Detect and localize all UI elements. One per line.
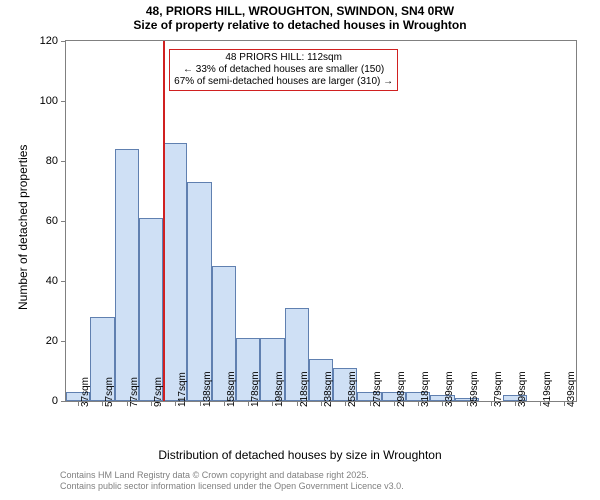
chart-title-line2: Size of property relative to detached ho…	[0, 18, 600, 32]
footer-line2: Contains public sector information licen…	[60, 481, 404, 492]
chart-container: 48, PRIORS HILL, WROUGHTON, SWINDON, SN4…	[0, 0, 600, 500]
y-axis-label: Number of detached properties	[16, 145, 30, 310]
y-tick-label: 0	[52, 395, 58, 407]
histogram-bar	[115, 149, 139, 401]
property-marker-line	[163, 41, 165, 401]
footer-attribution: Contains HM Land Registry data © Crown c…	[60, 470, 404, 492]
x-tick-label: 419sqm	[542, 371, 553, 407]
x-tick	[467, 401, 468, 406]
x-tick-label: 439sqm	[566, 371, 577, 407]
y-tick	[61, 401, 66, 402]
y-tick	[61, 101, 66, 102]
y-tick-label: 80	[46, 155, 58, 167]
x-tick-label: 379sqm	[493, 371, 504, 407]
x-tick	[224, 401, 225, 406]
x-tick	[321, 401, 322, 406]
x-tick	[151, 401, 152, 406]
x-tick	[370, 401, 371, 406]
x-axis-label: Distribution of detached houses by size …	[0, 448, 600, 462]
histogram-bar	[163, 143, 187, 401]
plot-area: 02040608010012037sqm57sqm77sqm97sqm117sq…	[65, 40, 577, 402]
x-tick-label: 339sqm	[444, 371, 455, 407]
y-tick	[61, 341, 66, 342]
annotation-line: 67% of semi-detached houses are larger (…	[174, 76, 393, 88]
x-tick	[200, 401, 201, 406]
x-tick	[418, 401, 419, 406]
histogram-bar	[139, 218, 163, 401]
x-tick	[127, 401, 128, 406]
x-tick-label: 298sqm	[396, 371, 407, 407]
y-tick-label: 120	[40, 35, 58, 47]
x-tick-label: 359sqm	[469, 371, 480, 407]
x-tick	[78, 401, 79, 406]
x-tick-label: 258sqm	[347, 371, 358, 407]
chart-title-line1: 48, PRIORS HILL, WROUGHTON, SWINDON, SN4…	[0, 4, 600, 18]
annotation-box: 48 PRIORS HILL: 112sqm← 33% of detached …	[169, 49, 398, 91]
x-tick	[394, 401, 395, 406]
x-tick	[564, 401, 565, 406]
histogram-bar	[187, 182, 211, 401]
y-tick	[61, 161, 66, 162]
y-tick-label: 100	[40, 95, 58, 107]
x-tick	[297, 401, 298, 406]
x-tick	[491, 401, 492, 406]
y-tick	[61, 221, 66, 222]
x-tick-label: 278sqm	[372, 371, 383, 407]
footer-line1: Contains HM Land Registry data © Crown c…	[60, 470, 404, 481]
x-tick-label: 399sqm	[517, 371, 528, 407]
y-tick-label: 40	[46, 275, 58, 287]
y-tick	[61, 41, 66, 42]
y-tick-label: 20	[46, 335, 58, 347]
annotation-line: ← 33% of detached houses are smaller (15…	[174, 64, 393, 76]
x-tick	[248, 401, 249, 406]
x-tick	[540, 401, 541, 406]
y-tick-label: 60	[46, 215, 58, 227]
annotation-line: 48 PRIORS HILL: 112sqm	[174, 52, 393, 64]
y-tick	[61, 281, 66, 282]
x-tick-label: 318sqm	[420, 371, 431, 407]
